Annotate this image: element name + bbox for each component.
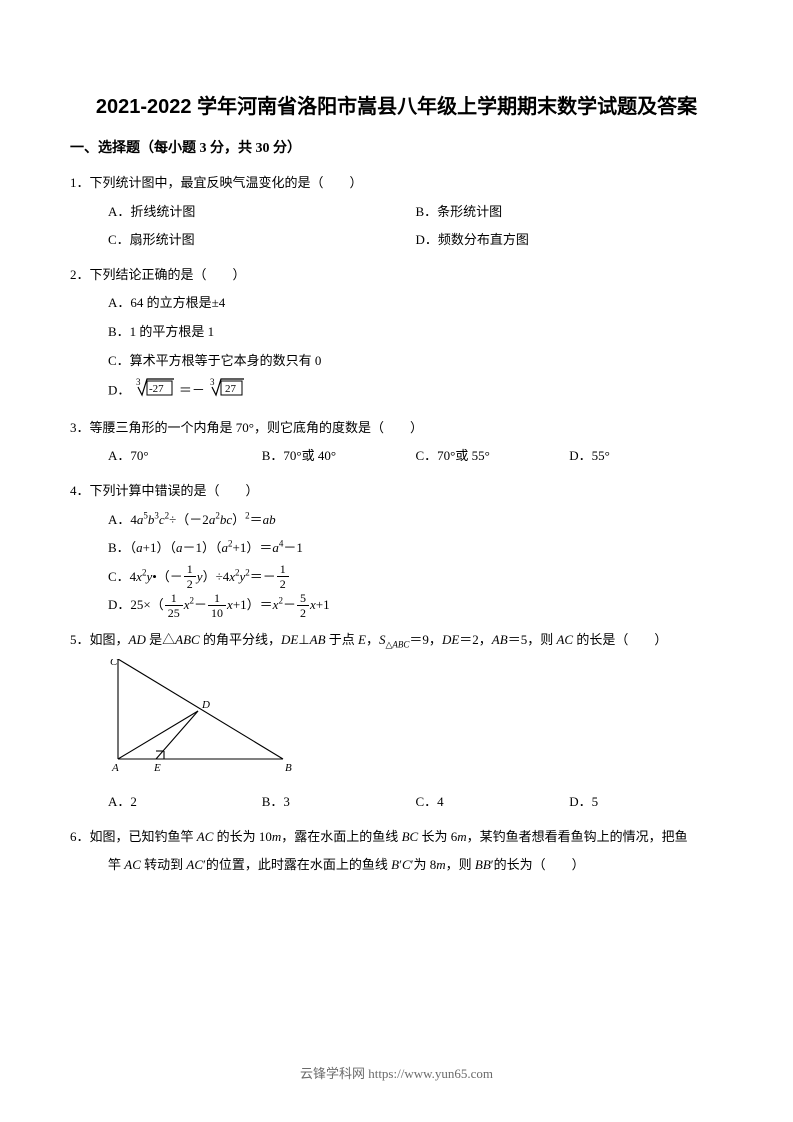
page-title: 2021-2022 学年河南省洛阳市嵩县八年级上学期期末数学试题及答案: [70, 90, 723, 119]
q5-figure: C A B D E: [70, 659, 723, 785]
cube-root-27: 3 27: [208, 375, 246, 408]
q5-stem: 5．如图，AD 是△ABC 的角平分线，DE⊥AB 于点 E，S△ABC＝9，D…: [70, 626, 723, 655]
q1-stem: 1．下列统计图中，最宜反映气温变化的是（ ）: [70, 169, 723, 198]
q4-opt-d: D．25×（125x2－110x+1）＝x2－52x+1: [108, 591, 723, 620]
root-right-value: 27: [225, 383, 237, 395]
q1-opt-b: B．条形统计图: [416, 198, 724, 227]
q5-opt-b: B．3: [262, 788, 416, 817]
q2-opt-c: C．算术平方根等于它本身的数只有 0: [108, 347, 723, 376]
q3-opt-c: C．70°或 55°: [416, 442, 570, 471]
root-index-right: 3: [210, 377, 215, 387]
equals-text: ＝－: [179, 382, 208, 397]
q4-opt-a: A．4a5b3c2÷（－2a2bc）2＝ab: [108, 506, 723, 535]
q2-opt-b: B．1 的平方根是 1: [108, 318, 723, 347]
q3-opt-a: A．70°: [108, 442, 262, 471]
q1-opt-d: D．频数分布直方图: [416, 226, 724, 255]
triangle-figure: C A B D E: [108, 659, 298, 774]
q5-opt-a: A．2: [108, 788, 262, 817]
question-2: 2．下列结论正确的是（ ） A．64 的立方根是±4 B．1 的平方根是 1 C…: [70, 261, 723, 408]
q1-opt-a: A．折线统计图: [108, 198, 416, 227]
question-1: 1．下列统计图中，最宜反映气温变化的是（ ） A．折线统计图 B．条形统计图 C…: [70, 169, 723, 255]
question-3: 3．等腰三角形的一个内角是 70°，则它底角的度数是（ ） A．70° B．70…: [70, 414, 723, 471]
q4-stem: 4．下列计算中错误的是（ ）: [70, 477, 723, 506]
q2-opt-d: D． 3 -27 ＝－ 3 27: [108, 375, 723, 408]
q5-opt-c: C．4: [416, 788, 570, 817]
q6-stem-line1: 6．如图，已知钓鱼竿 AC 的长为 10m，露在水面上的鱼线 BC 长为 6m，…: [70, 823, 723, 852]
q3-opt-b: B．70°或 40°: [262, 442, 416, 471]
question-6: 6．如图，已知钓鱼竿 AC 的长为 10m，露在水面上的鱼线 BC 长为 6m，…: [70, 823, 723, 880]
q6-stem-line2: 竿 AC 转动到 AC′的位置，此时露在水面上的鱼线 B′C′为 8m，则 BB…: [70, 851, 723, 880]
footer-text: 云锋学科网 https://www.yun65.com: [0, 1063, 793, 1082]
q1-opt-c: C．扇形统计图: [108, 226, 416, 255]
q2-d-prefix: D．: [108, 382, 130, 397]
question-5: 5．如图，AD 是△ABC 的角平分线，DE⊥AB 于点 E，S△ABC＝9，D…: [70, 626, 723, 817]
svg-text:E: E: [153, 762, 161, 774]
q3-opt-d: D．55°: [569, 442, 723, 471]
svg-text:C: C: [110, 659, 118, 668]
root-index-left: 3: [136, 377, 141, 387]
q2-opt-a: A．64 的立方根是±4: [108, 289, 723, 318]
q4-opt-b: B．（a+1）（a－1）（a2+1）＝a4－1: [108, 534, 723, 563]
svg-text:B: B: [285, 762, 292, 774]
cube-root-neg27: 3 -27: [134, 375, 176, 408]
svg-text:A: A: [111, 762, 119, 774]
q4-opt-c: C．4x2y•（－12y）÷4x2y2＝－12: [108, 563, 723, 592]
q3-stem: 3．等腰三角形的一个内角是 70°，则它底角的度数是（ ）: [70, 414, 723, 443]
section-heading: 一、选择题（每小题 3 分，共 30 分）: [70, 137, 723, 157]
q5-opt-d: D．5: [569, 788, 723, 817]
q2-stem: 2．下列结论正确的是（ ）: [70, 261, 723, 290]
root-left-value: -27: [149, 383, 164, 395]
svg-text:D: D: [201, 699, 210, 711]
question-4: 4．下列计算中错误的是（ ） A．4a5b3c2÷（－2a2bc）2＝ab B．…: [70, 477, 723, 620]
